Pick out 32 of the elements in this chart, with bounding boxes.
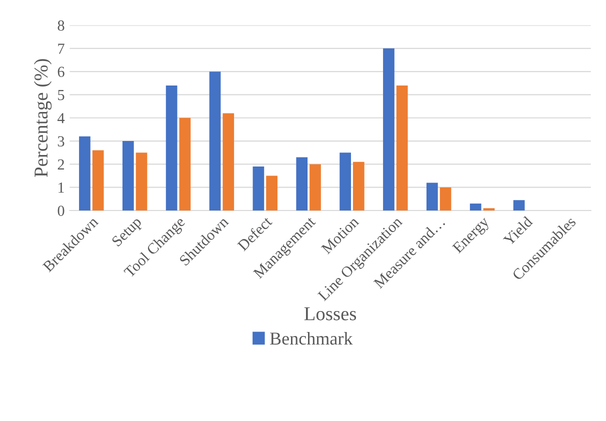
x-axis-title: Losses	[304, 307, 356, 320]
y-tick-label: 8	[58, 20, 64, 31]
bar	[179, 118, 191, 210]
y-tick-label: 6	[58, 66, 64, 78]
y-tick-label: 4	[57, 113, 65, 124]
bar	[396, 85, 408, 210]
bar	[383, 48, 394, 210]
y-axis-title: Percentage (%)	[34, 59, 52, 177]
legend-label: Benchmark	[270, 332, 353, 345]
bar	[310, 164, 321, 210]
bar	[340, 152, 351, 210]
y-tick-label: 0	[58, 206, 64, 216]
bar	[166, 85, 178, 210]
bar	[136, 152, 148, 210]
bar	[252, 166, 264, 210]
y-tick-label: 3	[58, 136, 64, 146]
bar	[470, 204, 482, 210]
bar	[440, 187, 452, 210]
bar	[296, 157, 308, 210]
y-tick-label: 5	[58, 90, 64, 100]
y-tick-label: 1	[58, 182, 64, 193]
bar	[352, 162, 364, 210]
y-tick-label: 7	[58, 44, 64, 54]
bar	[222, 113, 234, 210]
bar	[92, 150, 104, 210]
bar	[266, 176, 278, 210]
bar	[122, 141, 134, 210]
y-tick-label: 2	[58, 159, 64, 170]
bar	[513, 200, 525, 210]
bar	[209, 72, 221, 210]
bar	[79, 136, 90, 210]
bar	[426, 182, 438, 210]
